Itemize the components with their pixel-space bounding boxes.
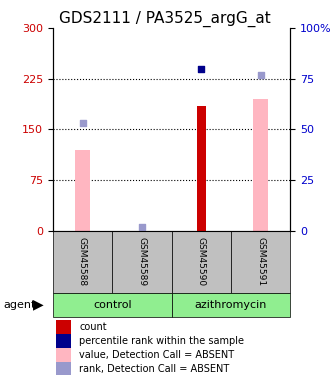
Point bbox=[258, 72, 263, 78]
Point bbox=[80, 120, 85, 126]
Text: value, Detection Call = ABSENT: value, Detection Call = ABSENT bbox=[79, 350, 234, 360]
Bar bbox=[56, 320, 71, 334]
Text: count: count bbox=[79, 322, 107, 332]
Text: azithromycin: azithromycin bbox=[195, 300, 267, 310]
Text: GSM45590: GSM45590 bbox=[197, 237, 206, 286]
Bar bbox=[56, 362, 71, 375]
Text: percentile rank within the sample: percentile rank within the sample bbox=[79, 336, 244, 346]
Text: rank, Detection Call = ABSENT: rank, Detection Call = ABSENT bbox=[79, 364, 229, 374]
Text: GSM45589: GSM45589 bbox=[137, 237, 147, 286]
Text: agent: agent bbox=[3, 300, 36, 310]
Bar bbox=[75, 150, 90, 231]
Bar bbox=[56, 348, 71, 363]
Text: GSM45588: GSM45588 bbox=[78, 237, 87, 286]
Bar bbox=[253, 99, 268, 231]
Bar bbox=[197, 106, 206, 231]
Text: GDS2111 / PA3525_argG_at: GDS2111 / PA3525_argG_at bbox=[59, 11, 271, 27]
Bar bbox=[53, 231, 112, 292]
Bar bbox=[112, 231, 172, 292]
Text: control: control bbox=[93, 300, 132, 310]
Bar bbox=[53, 292, 172, 317]
Point bbox=[139, 224, 145, 230]
Point bbox=[199, 66, 204, 72]
Bar bbox=[172, 231, 231, 292]
Text: ▶: ▶ bbox=[33, 298, 43, 312]
Bar bbox=[231, 231, 290, 292]
Text: GSM45591: GSM45591 bbox=[256, 237, 265, 286]
Bar bbox=[56, 334, 71, 348]
Bar bbox=[172, 292, 290, 317]
